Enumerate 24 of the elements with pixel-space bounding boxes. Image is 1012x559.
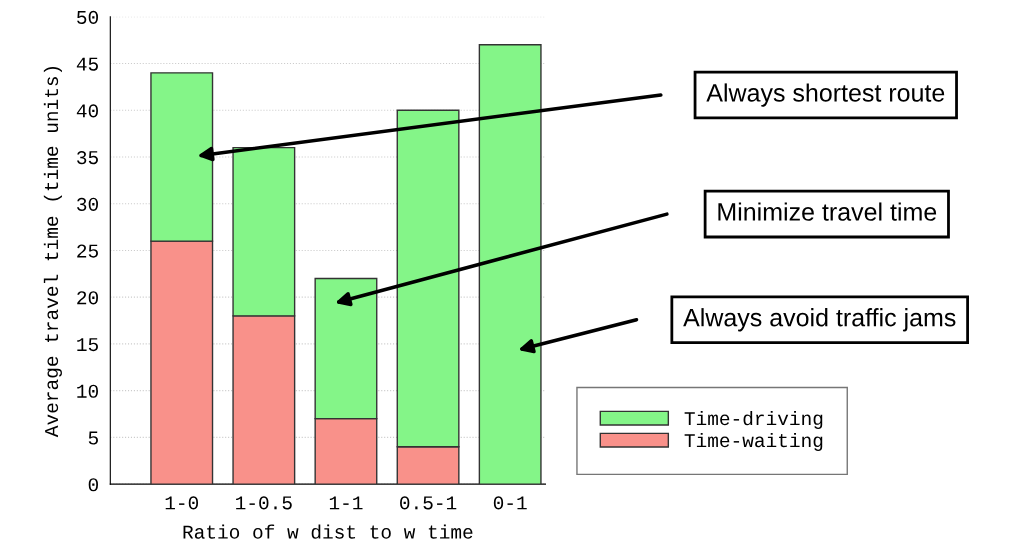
legend-label: Time-driving (684, 410, 823, 430)
y-tick-label: 25 (77, 244, 98, 258)
y-tick-label: 40 (76, 104, 98, 118)
text: Minimize travel time (718, 202, 937, 221)
y-tick-label: 50 (77, 10, 98, 25)
y-tick-label: 35 (77, 151, 98, 165)
y-tick-label: 10 (77, 384, 98, 398)
x-axis-title: Ratio of w dist to w time (183, 524, 473, 539)
bar (478, 44, 542, 485)
y-tick-label: 15 (77, 338, 98, 352)
x-tick-label: 0-1 (493, 496, 527, 510)
x-tick-label: 1-1 (329, 496, 363, 510)
x-tick-label: 1-0 (165, 496, 199, 510)
legend-label: Time-waiting (684, 432, 823, 452)
text: Always shortest route (706, 83, 945, 107)
y-axis-title: Average travel time (time units) (43, 67, 62, 438)
x-tick-label: 0.5-1 (400, 496, 457, 510)
y-tick-label: 5 (88, 431, 98, 445)
y-tick-label: 30 (77, 197, 98, 211)
y-tick-label: 0 (88, 478, 98, 492)
x-tick-label: 1-0.5 (236, 496, 292, 510)
text: Always avoid traffic jams (683, 308, 956, 332)
y-tick-label: 20 (77, 291, 98, 305)
y-tick-label: 45 (76, 57, 98, 71)
